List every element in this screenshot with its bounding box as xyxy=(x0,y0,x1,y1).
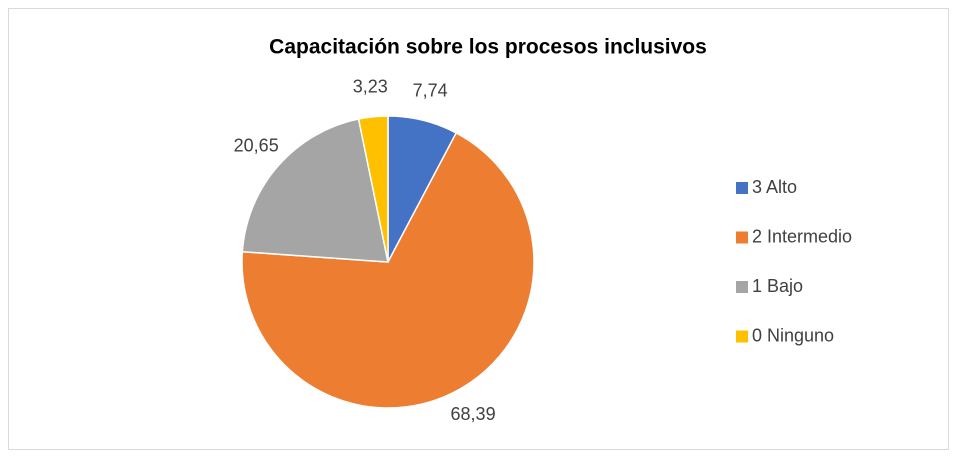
data-label: 3,23 xyxy=(353,76,388,96)
pie-slice xyxy=(241,131,535,409)
legend-swatch xyxy=(736,330,748,343)
pie-slice xyxy=(241,118,389,263)
legend-swatch xyxy=(736,182,748,194)
legend-label: 0 Ninguno xyxy=(752,325,834,345)
legend-swatch xyxy=(736,231,748,244)
legend-label: 1 Bajo xyxy=(752,276,803,296)
data-label: 7,74 xyxy=(413,81,448,101)
legend-label: 2 Intermedio xyxy=(752,226,852,246)
legend-swatch xyxy=(736,281,748,293)
data-label: 68,39 xyxy=(451,404,496,424)
legend-label: 3 Alto xyxy=(752,177,797,197)
data-label: 20,65 xyxy=(234,135,279,155)
chart-title: Capacitación sobre los procesos inclusiv… xyxy=(269,36,707,59)
pie-slice xyxy=(357,115,389,263)
